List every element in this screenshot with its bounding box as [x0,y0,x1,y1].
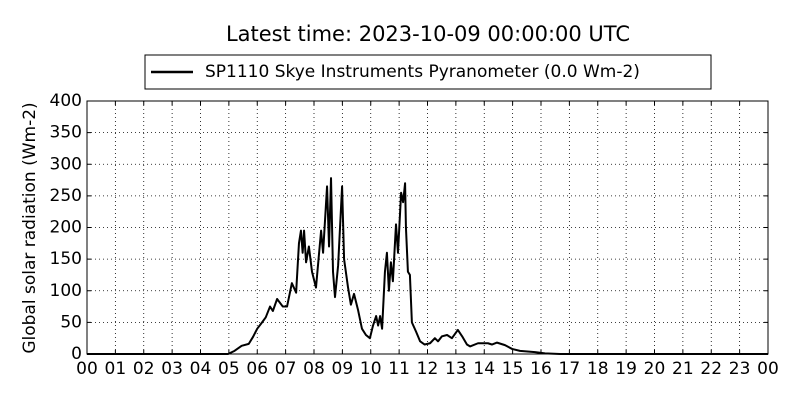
x-tick-label: 00 [757,359,779,379]
x-tick-label: 03 [161,359,183,379]
x-tick-label: 23 [729,359,751,379]
plot-frame [86,100,769,355]
y-tick-label: 250 [50,186,82,206]
x-tick-label: 08 [303,359,325,379]
y-axis-label: Global solar radiation (Wm-2) [20,102,40,353]
y-tick-label: 400 [50,91,82,111]
x-tick-label: 22 [700,359,722,379]
x-tick-label: 13 [445,359,467,379]
y-tick-label: 150 [50,249,82,269]
legend-box [144,54,712,90]
x-tick-label: 07 [275,359,297,379]
x-tick-label: 14 [473,359,495,379]
x-tick-label: 15 [502,359,524,379]
x-tick-label: 16 [530,359,552,379]
x-tick-label: 12 [417,359,439,379]
legend-label: SP1110 Skye Instruments Pyranometer (0.0… [205,62,640,82]
x-tick-label: 09 [332,359,354,379]
x-tick-label: 21 [672,359,694,379]
x-tick-label: 19 [615,359,637,379]
x-tick-label: 02 [133,359,155,379]
data-line [87,177,768,355]
y-tick-label: 100 [50,281,82,301]
x-tick-label: 04 [190,359,212,379]
chart-title: Latest time: 2023-10-09 00:00:00 UTC [226,22,630,46]
x-tick-label: 01 [105,359,127,379]
x-tick-label: 20 [644,359,666,379]
x-tick-label: 00 [76,359,98,379]
y-tick-label: 0 [71,344,82,364]
y-tick-label: 200 [50,218,82,238]
x-tick-label: 10 [360,359,382,379]
x-tick-label: 11 [388,359,410,379]
x-tick-label: 05 [218,359,240,379]
y-tick-label: 350 [50,123,82,143]
y-tick-label: 50 [60,312,82,332]
x-tick-label: 18 [587,359,609,379]
x-tick-label: 06 [246,359,268,379]
x-tick-label: 17 [559,359,581,379]
y-tick-label: 300 [50,154,82,174]
